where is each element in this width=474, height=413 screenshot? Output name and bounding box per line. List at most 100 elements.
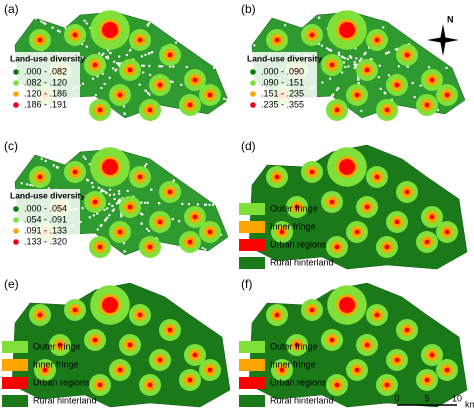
- legend-dot: [13, 91, 19, 97]
- legend-entry: Urban regions: [33, 377, 90, 387]
- speckle: [98, 52, 101, 55]
- speckle: [144, 53, 147, 57]
- speckle: [120, 215, 123, 218]
- speckle: [357, 78, 360, 81]
- legend-dot: [13, 102, 19, 108]
- speckle: [103, 208, 106, 212]
- legend-entry: .133 - .320: [24, 236, 67, 246]
- speckle: [172, 179, 176, 182]
- speckle: [103, 82, 106, 86]
- speckle: [146, 24, 149, 27]
- scale-tick: 0: [394, 393, 399, 403]
- legend-entry: Outer fringe: [270, 203, 318, 213]
- zone: [147, 382, 153, 388]
- speckle: [117, 200, 120, 203]
- legend-bg: [8, 52, 80, 114]
- zone: [429, 77, 435, 83]
- legend-swatch: [2, 395, 28, 407]
- speckle: [325, 47, 329, 50]
- zone: [374, 174, 380, 180]
- zone: [137, 174, 143, 180]
- zone: [72, 169, 78, 175]
- zone: [444, 92, 450, 98]
- panel-label: (a): [4, 2, 19, 16]
- zone: [429, 352, 435, 358]
- speckle: [171, 80, 174, 84]
- legend-entry: Rural hinterland: [270, 395, 334, 405]
- speckle: [397, 65, 401, 68]
- speckle: [96, 212, 99, 215]
- speckle: [140, 201, 143, 204]
- zone: [117, 367, 123, 373]
- speckle: [112, 193, 116, 196]
- speckle: [85, 45, 89, 48]
- zone: [444, 367, 450, 373]
- speckle: [150, 51, 154, 54]
- map-panel: (c) Land-use diversity .000 - .054.054 - .…: [4, 139, 229, 258]
- map-panel: (f) Outer fringe Inner fringe Urban regions…: [239, 277, 474, 409]
- zone: [354, 92, 360, 98]
- speckle: [187, 202, 191, 206]
- speckle: [340, 55, 343, 58]
- speckle: [84, 157, 87, 160]
- legend-dot: [250, 80, 256, 86]
- speckle: [123, 112, 126, 116]
- speckle: [387, 74, 391, 77]
- speckle: [94, 93, 97, 97]
- zone: [394, 219, 400, 225]
- speckle: [108, 193, 111, 197]
- speckle: [143, 201, 147, 204]
- speckle: [52, 164, 55, 167]
- speckle: [118, 55, 121, 58]
- legend-dot: [13, 80, 19, 86]
- zone: [424, 377, 430, 383]
- speckle: [406, 65, 410, 68]
- zone: [429, 214, 435, 220]
- zone: [374, 312, 380, 318]
- panel-label: (f): [241, 277, 252, 291]
- legend-entry: .091 - .133: [24, 225, 67, 235]
- zone: [117, 92, 123, 98]
- zone: [92, 337, 98, 343]
- legend-swatch: [239, 257, 265, 269]
- speckle: [81, 56, 85, 60]
- panel-label: (e): [4, 277, 19, 291]
- speckle: [174, 41, 178, 44]
- zone: [274, 37, 280, 43]
- zone: [127, 342, 133, 348]
- speckle: [171, 217, 174, 221]
- speckle: [178, 219, 181, 223]
- speckle: [355, 57, 358, 60]
- speckle: [99, 190, 103, 193]
- scale-tick: 10: [452, 393, 462, 403]
- zone: [57, 342, 63, 348]
- speckle: [111, 204, 114, 208]
- zone: [147, 107, 153, 113]
- speckle: [109, 51, 112, 55]
- legend-swatch: [239, 359, 265, 371]
- zone: [187, 102, 193, 108]
- speckle: [253, 44, 256, 47]
- speckle: [40, 20, 43, 23]
- legend-swatch: [239, 203, 265, 215]
- speckle: [81, 207, 84, 210]
- legend-entry: Inner fringe: [33, 359, 79, 369]
- map-panel: (e) Outer fringe Inner fringe Urban regions…: [2, 277, 231, 408]
- speckle: [212, 66, 216, 70]
- speckle: [337, 86, 340, 90]
- speckle: [58, 30, 61, 33]
- panel-label: (b): [241, 2, 256, 16]
- map-panel: (b) Land-use diversity .000 - .090.090 - .…: [241, 2, 466, 121]
- speckle: [160, 65, 164, 68]
- zone: [329, 337, 335, 343]
- zone: [42, 367, 48, 373]
- legend-entry: Rural hinterland: [270, 257, 334, 267]
- speckle: [100, 223, 103, 227]
- zone: [137, 312, 143, 318]
- speckle: [139, 212, 143, 215]
- speckle: [100, 53, 104, 57]
- speckle: [222, 97, 226, 100]
- zone: [424, 102, 430, 108]
- zone: [97, 107, 103, 113]
